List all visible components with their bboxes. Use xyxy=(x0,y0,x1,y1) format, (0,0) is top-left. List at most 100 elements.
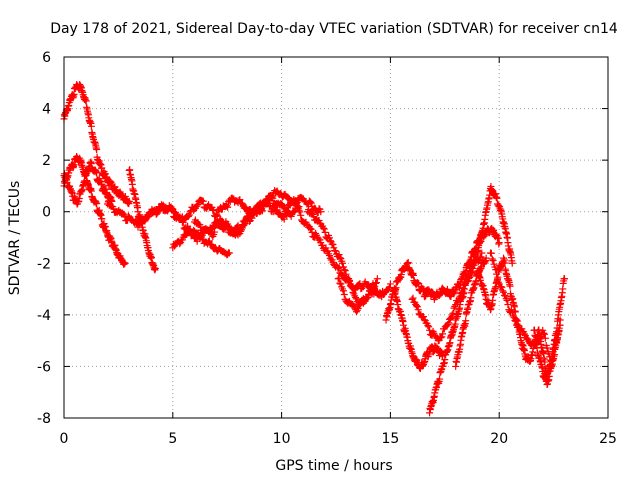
data-point-interp xyxy=(540,330,548,338)
data-point xyxy=(478,249,486,257)
x-tick-label: 15 xyxy=(381,431,399,447)
data-point xyxy=(225,249,233,257)
data-point-interp xyxy=(93,169,101,177)
data-point-interp xyxy=(269,192,277,200)
data-point-interp xyxy=(543,344,551,352)
data-point-interp xyxy=(512,317,520,325)
data-point-interp xyxy=(372,279,380,287)
data-point-interp xyxy=(82,97,90,105)
data-point-interp xyxy=(354,304,362,312)
data-point-interp xyxy=(306,198,314,206)
data-point-interp xyxy=(438,333,446,341)
data-point-interp xyxy=(266,202,274,210)
data-point-interp xyxy=(240,221,248,229)
data-point-interp xyxy=(98,215,106,223)
data-point-interp xyxy=(306,225,314,233)
data-point-interp xyxy=(506,282,514,290)
data-point-interp xyxy=(540,329,548,337)
data-point-interp xyxy=(501,259,509,267)
data-point-interp xyxy=(297,211,305,219)
data-point-interp xyxy=(307,199,315,207)
data-point-interp xyxy=(342,270,350,278)
data-point xyxy=(121,259,129,267)
data-point-interp xyxy=(339,287,347,295)
data-point-interp xyxy=(307,225,315,233)
data-point-interp xyxy=(498,283,506,291)
data-point-interp xyxy=(414,306,422,314)
data-point-interp xyxy=(465,273,473,281)
data-point-interp xyxy=(493,270,501,278)
data-point xyxy=(482,254,490,262)
chart-title: Day 178 of 2021, Sidereal Day-to-day VTE… xyxy=(50,21,618,37)
y-tick-label: 4 xyxy=(42,102,51,118)
data-point-interp xyxy=(211,228,219,236)
data-point xyxy=(504,301,512,309)
data-point xyxy=(560,275,568,283)
x-tick-label: 20 xyxy=(490,431,508,447)
y-tick-label: 2 xyxy=(42,153,51,169)
x-axis-label: GPS time / hours xyxy=(275,458,392,474)
data-point-interp xyxy=(141,217,149,225)
data-point-interp xyxy=(224,203,232,211)
x-tick-label: 10 xyxy=(273,431,291,447)
data-point-interp xyxy=(320,225,328,233)
data-point-interp xyxy=(153,209,161,217)
data-point-interp xyxy=(280,215,288,223)
data-point-interp xyxy=(488,255,496,263)
data-point-interp xyxy=(503,296,511,304)
data-point-interp xyxy=(223,202,231,210)
data-point-interp xyxy=(365,291,373,299)
x-tick-label: 25 xyxy=(599,431,617,447)
data-point-interp xyxy=(500,288,508,296)
data-point xyxy=(308,228,316,236)
data-point-interp xyxy=(499,287,507,295)
data-point xyxy=(321,228,329,236)
data-point-interp xyxy=(348,282,356,290)
data-point xyxy=(539,326,547,334)
data-point-interp xyxy=(341,267,349,275)
data-point xyxy=(495,239,503,247)
data-point-interp xyxy=(470,258,478,266)
data-point-interp xyxy=(494,278,502,286)
y-tick-label: 0 xyxy=(42,205,51,221)
data-point-interp xyxy=(520,330,528,338)
data-point xyxy=(317,208,325,216)
data-point-interp xyxy=(335,251,343,259)
data-point-interp xyxy=(419,313,427,321)
data-point-interp xyxy=(292,197,300,205)
data-point-interp xyxy=(489,257,497,265)
data-point-interp xyxy=(319,224,327,232)
data-point xyxy=(426,326,434,334)
data-point-interp xyxy=(176,240,184,248)
data-point-interp xyxy=(386,283,394,291)
data-point-interp xyxy=(336,279,344,287)
data-point-interp xyxy=(509,312,517,320)
data-point-interp xyxy=(444,320,452,328)
data-point-interp xyxy=(340,290,348,298)
data-point-interp xyxy=(325,250,333,258)
data-point-interp xyxy=(184,212,192,220)
data-point-interp xyxy=(185,211,193,219)
data-point-interp xyxy=(329,240,337,248)
data-point xyxy=(186,208,194,216)
data-point-interp xyxy=(487,249,495,257)
data-point-interp xyxy=(70,90,78,98)
data-point-interp xyxy=(194,200,202,208)
data-point-interp xyxy=(437,334,445,342)
data-point-interp xyxy=(439,330,447,338)
data-point-interp xyxy=(335,264,343,272)
data-point-interp xyxy=(332,247,340,255)
data-point-interp xyxy=(335,274,343,282)
x-tick-label: 0 xyxy=(60,431,69,447)
data-point-interp xyxy=(93,200,101,208)
data-point-interp xyxy=(242,217,250,225)
tick-labels: 0 5 10 15 20 25 -8 -6 -4 -2 0 2 4 6 xyxy=(37,50,617,447)
x-tick-label: 5 xyxy=(168,431,177,447)
data-point xyxy=(151,264,159,272)
data-point-interp xyxy=(340,266,348,274)
data-point-interp xyxy=(413,302,421,310)
data-point-interp xyxy=(205,237,213,245)
data-point xyxy=(373,275,381,283)
data-point-interp xyxy=(236,196,244,204)
